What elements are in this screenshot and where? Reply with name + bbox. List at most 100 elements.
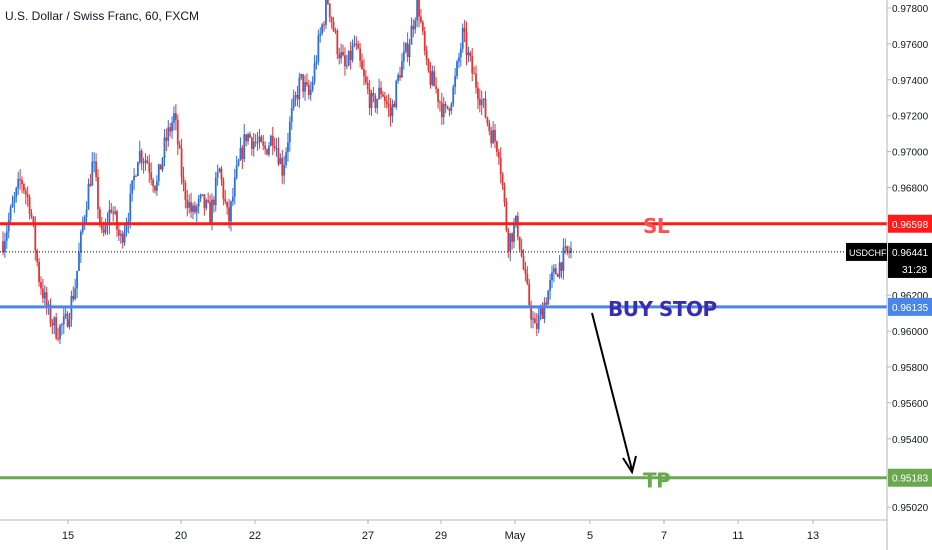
candle-body xyxy=(72,295,75,300)
candle-body xyxy=(186,199,189,208)
candle-body xyxy=(123,232,126,243)
candle-body xyxy=(325,0,327,25)
candle-body xyxy=(243,134,246,159)
candle-body xyxy=(178,144,181,149)
candle-body xyxy=(235,165,238,178)
candle-body xyxy=(435,86,438,89)
candle-body xyxy=(87,183,90,210)
candle-body xyxy=(287,142,289,153)
candle-body xyxy=(157,164,160,182)
candle-body xyxy=(459,48,462,58)
x-tick-label: 11 xyxy=(732,530,743,542)
candle-body xyxy=(260,136,263,142)
level-tag-bg-1[interactable] xyxy=(888,297,932,316)
candle-body xyxy=(401,61,403,78)
candle-body xyxy=(79,231,82,253)
candle-body xyxy=(59,325,61,340)
candle-body xyxy=(211,199,213,223)
symbol-badge: USDCHF xyxy=(849,248,887,258)
candle-body xyxy=(201,194,204,196)
candle-body xyxy=(353,43,356,46)
candle-body xyxy=(345,65,348,67)
candle-body xyxy=(560,262,563,271)
candle-body xyxy=(465,31,468,56)
candle-body xyxy=(347,50,350,66)
candle-body xyxy=(547,290,550,305)
candle-body xyxy=(5,231,8,241)
level-tag-bg-2[interactable] xyxy=(888,468,932,487)
candle-body xyxy=(268,145,270,155)
x-tick-label: 29 xyxy=(435,530,447,542)
candle-body xyxy=(15,187,18,198)
candle-body xyxy=(121,233,124,243)
candle-body xyxy=(507,230,510,252)
candle-body xyxy=(104,222,107,233)
candle-body xyxy=(119,233,122,236)
candle-body xyxy=(340,52,343,59)
y-tick-label: 0.95020 xyxy=(892,503,929,514)
candle-body xyxy=(368,89,371,109)
candle-body xyxy=(513,225,515,242)
candle-body xyxy=(140,150,143,163)
candle-body xyxy=(558,262,561,277)
candle-body xyxy=(190,202,192,212)
candle-body xyxy=(83,217,86,224)
candle-body xyxy=(342,52,344,56)
level-tag-2: 0.95183 xyxy=(892,474,929,485)
candle-body xyxy=(497,151,500,158)
x-tick-label: 20 xyxy=(175,530,187,542)
level-tag-bg-0[interactable] xyxy=(888,214,932,233)
candle-body xyxy=(220,168,223,180)
candle-body xyxy=(100,223,103,230)
candle-body xyxy=(231,196,234,202)
candle-body xyxy=(499,157,502,174)
candle-body xyxy=(53,317,56,326)
candle-body xyxy=(241,147,244,159)
candle-body xyxy=(218,168,221,173)
candle-body xyxy=(414,20,417,30)
candle-body xyxy=(112,212,115,214)
candle-body xyxy=(254,141,257,143)
candle-body xyxy=(454,76,457,88)
candle-body xyxy=(294,95,297,98)
candle-body xyxy=(307,84,310,96)
candle-body xyxy=(9,207,12,220)
candle-body xyxy=(224,198,227,202)
candle-body xyxy=(2,241,4,253)
candle-body xyxy=(469,52,472,57)
candle-body xyxy=(49,304,52,324)
candle-body xyxy=(408,44,411,58)
candle-body xyxy=(509,233,512,252)
candle-body xyxy=(332,21,335,31)
candle-body xyxy=(76,270,78,289)
candle-body xyxy=(421,21,424,32)
candle-body xyxy=(298,77,301,100)
candle-body xyxy=(93,161,96,163)
y-tick-label: 0.97000 xyxy=(892,148,929,159)
candle-body xyxy=(473,73,476,75)
candle-body xyxy=(537,314,540,329)
candle-body xyxy=(516,215,519,237)
candle-body xyxy=(62,316,65,325)
candle-body xyxy=(484,98,487,118)
candle-body xyxy=(138,150,141,163)
candle-body xyxy=(262,141,265,146)
candle-body xyxy=(461,27,464,49)
candle-body xyxy=(102,229,105,233)
candle-body xyxy=(313,63,316,82)
candle-body xyxy=(273,145,276,149)
candle-body xyxy=(188,202,191,208)
candle-body xyxy=(393,103,396,108)
candle-body xyxy=(199,194,202,199)
candle-body xyxy=(359,48,362,61)
candle-body xyxy=(477,87,479,100)
candle-body xyxy=(40,282,42,289)
candle-body xyxy=(81,223,84,232)
candle-body xyxy=(501,173,504,186)
candle-body xyxy=(566,246,569,252)
candle-body xyxy=(380,87,382,95)
candle-body xyxy=(38,262,40,283)
candle-body xyxy=(551,272,553,280)
